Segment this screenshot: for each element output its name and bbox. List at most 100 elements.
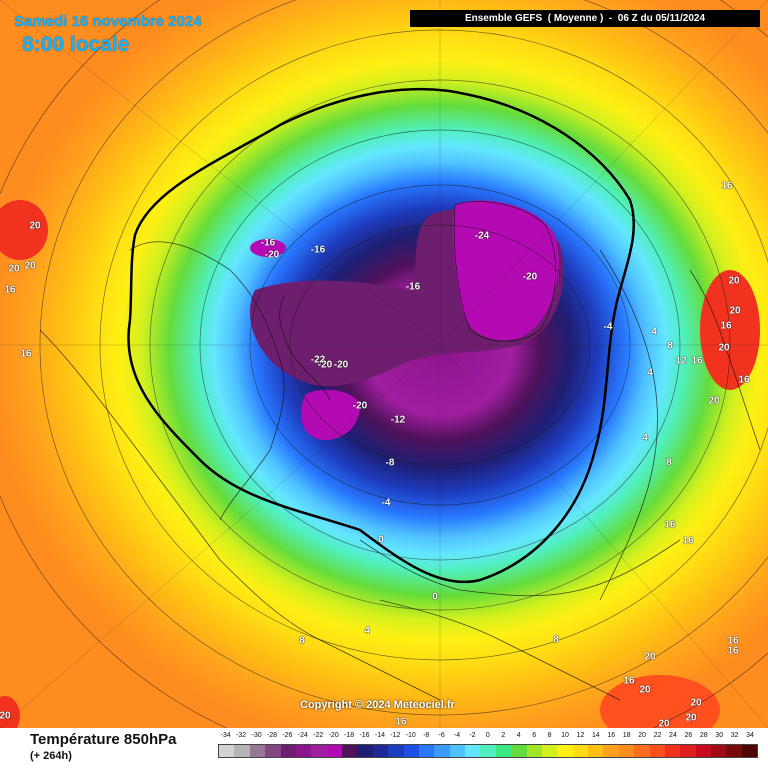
- forecast-date: Samedi 16 novembre 2024: [14, 13, 202, 30]
- isotherm-label: 20: [718, 342, 730, 354]
- isotherm-label: 20: [29, 220, 41, 232]
- scale-swatch: [649, 745, 665, 757]
- scale-value: 12: [576, 732, 585, 739]
- scale-value: 26: [684, 732, 693, 739]
- isotherm-label: 20: [644, 651, 656, 663]
- isotherm-label: 4: [642, 432, 648, 444]
- scale-swatch: [711, 745, 727, 757]
- isotherm-label: 20: [658, 718, 670, 730]
- isotherm-label: -16: [260, 237, 276, 249]
- scale-value: 10: [561, 732, 569, 739]
- coastlines: [39, 201, 761, 701]
- isotherm-label: 16: [623, 675, 635, 687]
- scale-value: -24: [297, 732, 308, 739]
- isotherm-lines: [0, 0, 768, 728]
- coldest-area: [301, 389, 360, 440]
- isotherm-label: 8: [667, 340, 673, 352]
- color-scale: [218, 744, 758, 758]
- isotherm-label: 4: [651, 326, 657, 338]
- scale-value: -2: [469, 732, 476, 739]
- scale-value: 28: [699, 732, 708, 739]
- scale-swatch: [388, 745, 404, 757]
- coldest-area: [250, 239, 286, 257]
- isotherm-label: 20: [24, 260, 36, 272]
- isotherm-label: 8: [553, 634, 559, 646]
- isotherm-label: 20: [685, 712, 697, 724]
- scale-value: 18: [622, 732, 631, 739]
- isotherm-label: -8: [385, 457, 395, 469]
- isotherm-label: 16: [691, 355, 703, 367]
- scale-swatch: [295, 745, 312, 757]
- warm-pocket: [600, 675, 720, 728]
- isotherm-label: 16: [20, 348, 32, 360]
- scale-swatch: [495, 745, 512, 757]
- isotherm-label: 16: [664, 519, 676, 531]
- isotherm-label: 20: [8, 263, 20, 275]
- isotherm-label: 16: [727, 635, 739, 647]
- scale-swatch: [695, 745, 711, 757]
- scale-value: -4: [453, 732, 461, 739]
- scale-swatch: [219, 745, 235, 757]
- scale-swatch: [572, 745, 588, 757]
- scale-swatch: [664, 745, 681, 757]
- scale-swatch: [618, 745, 635, 757]
- scale-value: 4: [516, 732, 521, 739]
- scale-value: 6: [532, 732, 537, 739]
- isotherm-label: -20: [352, 400, 368, 412]
- scale-value: 20: [638, 732, 646, 739]
- isotherm-label: -20: [264, 249, 280, 261]
- scale-value: 2: [501, 732, 506, 739]
- scale-swatch: [741, 745, 758, 757]
- isotherm-label: 0: [432, 591, 438, 603]
- scale-value: -14: [374, 732, 385, 739]
- scale-value: -18: [344, 732, 355, 739]
- scale-swatch: [418, 745, 435, 757]
- scale-swatch: [249, 745, 266, 757]
- isotherm-label: -12: [390, 414, 406, 426]
- scale-value: -12: [390, 732, 401, 739]
- scale-value: 24: [669, 732, 677, 739]
- scale-value: -34: [220, 732, 231, 739]
- legend-bar: Température 850hPa (+ 264h) -34 -32 -30 -28…: [0, 728, 768, 768]
- copyright-notice: Copyright © 2024 Meteociel.fr: [300, 699, 455, 711]
- scale-swatch: [603, 745, 619, 757]
- isotherm-label: 20: [639, 684, 651, 696]
- isotherm-label: 0: [378, 534, 384, 546]
- forecast-time: 8:00 locale: [22, 33, 130, 56]
- zero-degree-isotherm: [127, 87, 636, 584]
- scale-swatch: [511, 745, 527, 757]
- scale-value: 14: [591, 732, 600, 739]
- isotherm-label: -20: [522, 271, 538, 283]
- scale-value: -30: [251, 732, 262, 739]
- scale-swatch: [372, 745, 389, 757]
- scale-swatch: [434, 745, 450, 757]
- scale-swatch: [480, 745, 496, 757]
- scale-value: -16: [359, 732, 370, 739]
- scale-swatch: [342, 745, 358, 757]
- isotherm-label: 8: [299, 635, 305, 647]
- model-run-info: Ensemble GEFS ( Moyenne ) - 06 Z du 05/1…: [410, 10, 760, 27]
- scale-value: 32: [730, 732, 739, 739]
- isotherm-label: 16: [4, 284, 16, 296]
- isotherm-label: -16: [405, 281, 421, 293]
- warm-pocket: [700, 270, 760, 390]
- temperature-map: [0, 0, 768, 728]
- scale-value: -26: [282, 732, 293, 739]
- scale-value: -22: [313, 732, 324, 739]
- warm-pocket: [0, 696, 20, 728]
- scale-swatch: [326, 745, 342, 757]
- isotherm-label: -4: [381, 497, 391, 509]
- scale-swatch: [634, 745, 650, 757]
- scale-swatch: [557, 745, 573, 757]
- variable-title: Température 850hPa: [30, 731, 177, 748]
- scale-swatch: [403, 745, 419, 757]
- scale-value: 30: [715, 732, 724, 739]
- isotherm-label: 20: [708, 395, 720, 407]
- meridians: [0, 0, 768, 728]
- isotherm-label: 12: [675, 355, 687, 367]
- scale-value: -32: [236, 732, 247, 739]
- scale-swatch: [680, 745, 696, 757]
- scale-value: -8: [423, 732, 430, 739]
- isotherm-label: -22: [310, 354, 326, 366]
